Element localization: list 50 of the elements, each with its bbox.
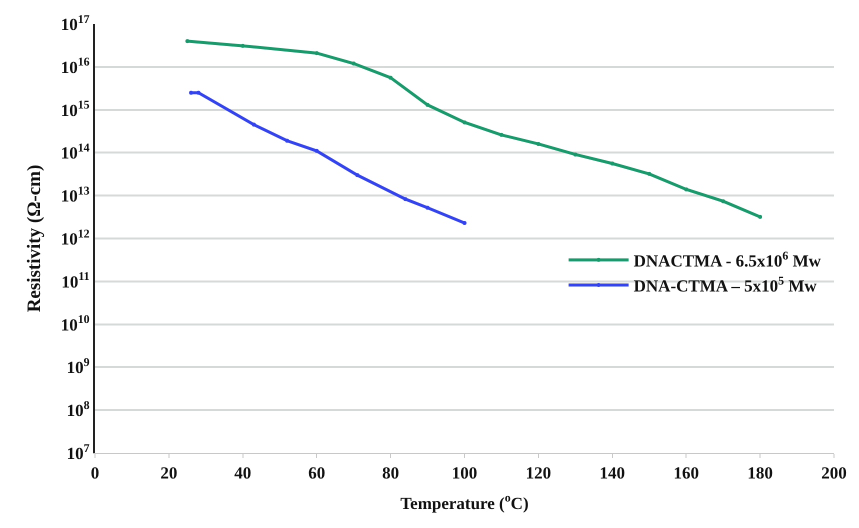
point xyxy=(403,197,408,202)
x-tick-label: 20 xyxy=(160,463,178,482)
point xyxy=(314,51,319,56)
point xyxy=(352,62,356,66)
y-tick-label: 10$^{16}$ xyxy=(60,54,90,77)
point xyxy=(388,76,393,80)
y-tick-label: 10$^{12}$ xyxy=(60,226,90,248)
y-axis-title: Resistivity (Ω-cm) xyxy=(24,164,46,312)
point xyxy=(647,172,652,176)
point xyxy=(240,44,245,48)
x-tick-label: 160 xyxy=(673,463,699,482)
y-tick-label: 10$^{13}$ xyxy=(60,183,90,206)
legend-label: DNACTMA - 6.5x10$^{6}$ Mw xyxy=(634,248,822,270)
point xyxy=(426,102,430,107)
y-tick-label: 10$^{7}$ xyxy=(66,440,90,463)
x-tick-label: 60 xyxy=(308,463,326,482)
point xyxy=(314,148,319,153)
point xyxy=(189,90,194,95)
x-axis-title: Temperature ($^{o}$C) xyxy=(400,490,529,513)
point xyxy=(285,138,290,143)
y-tick-label: 10$^{14}$ xyxy=(60,140,90,163)
y-tick-label: 10$^{11}$ xyxy=(61,269,90,292)
point xyxy=(721,199,726,204)
y-tick-label: 10$^{17}$ xyxy=(60,12,90,34)
x-tick-label: 120 xyxy=(526,463,552,482)
x-tick-label: 0 xyxy=(90,463,100,482)
point xyxy=(499,132,504,137)
y-tick-label: 10$^{8}$ xyxy=(66,398,90,420)
y-tick-label: 10$^{9}$ xyxy=(66,355,90,378)
x-tick-label: 200 xyxy=(821,463,847,482)
x-tick-label: 180 xyxy=(747,463,773,482)
x-tick-label: 140 xyxy=(600,463,626,482)
legend-label: DNA-CTMA – 5x10$^{5}$ Mw xyxy=(634,273,818,296)
y-tick-label: 10$^{15}$ xyxy=(60,98,90,120)
point xyxy=(536,142,540,146)
point xyxy=(426,206,430,210)
point xyxy=(196,90,200,95)
point xyxy=(610,162,614,166)
x-tick-label: 80 xyxy=(382,463,400,482)
point xyxy=(355,173,360,178)
point xyxy=(573,152,578,156)
point xyxy=(684,187,688,192)
point xyxy=(462,120,466,124)
x-tick-label: 100 xyxy=(452,463,478,482)
point xyxy=(185,39,190,44)
point xyxy=(252,122,256,127)
point xyxy=(462,220,466,225)
y-tick-label: 10$^{10}$ xyxy=(60,312,90,334)
point xyxy=(758,214,762,219)
x-tick-label: 40 xyxy=(234,463,252,482)
